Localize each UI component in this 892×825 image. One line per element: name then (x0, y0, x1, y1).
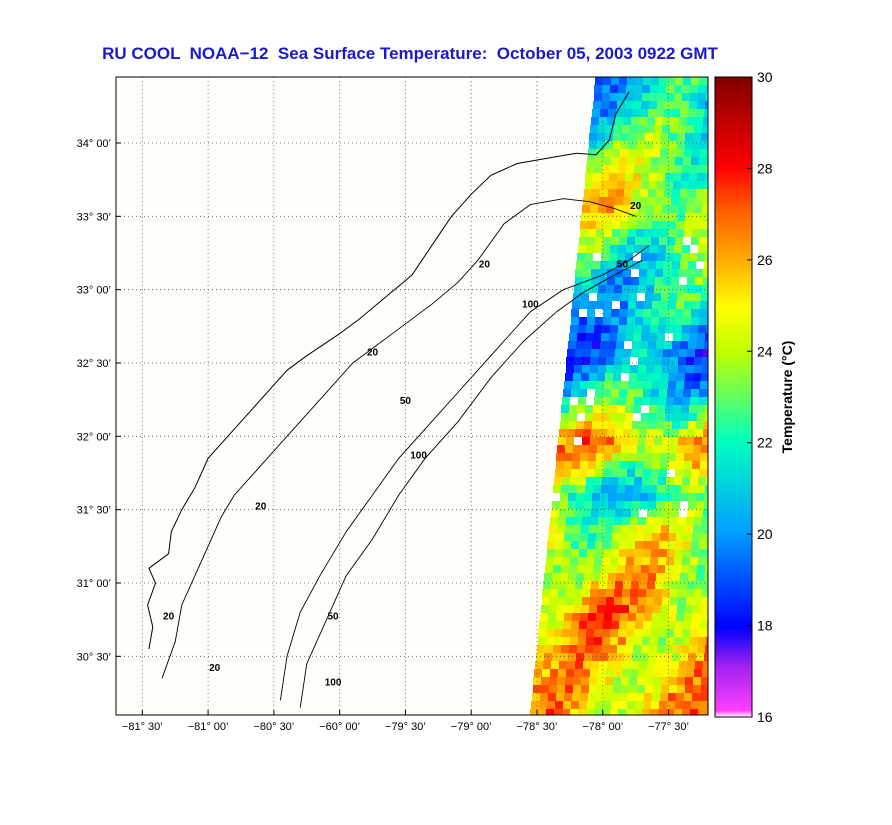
contour-label: 100 (522, 299, 539, 310)
contour-20m (161, 198, 636, 679)
sst-swath (530, 77, 708, 715)
contour-labels: 20 20 20 20 20 50 50 50 100 100 100 20 (163, 201, 642, 689)
contour-label: 50 (400, 396, 412, 407)
colorbar (714, 76, 753, 718)
latitude-tick-label: 33° 00’ (77, 285, 111, 297)
colorbar-tick-label: 22 (757, 435, 773, 451)
colorbar-tick-label: 16 (757, 709, 773, 725)
colorbar-tick-label: 30 (757, 69, 773, 85)
longitude-tick-label: −78° 30’ (517, 721, 558, 733)
longitude-tick-label: −79° 00’ (451, 721, 492, 733)
latitude-tick-label: 31° 30’ (77, 505, 111, 517)
colorbar-tick-label: 28 (757, 160, 773, 176)
colorbar-tick-label: 24 (757, 343, 773, 359)
contour-50m (279, 245, 650, 701)
longitude-tick-label: −79° 30’ (385, 721, 426, 733)
latitude-tick-label: 31° 00’ (77, 578, 111, 590)
graticule (116, 77, 708, 715)
map-title: RU COOL NOAA−12 Sea Surface Temperature:… (102, 44, 718, 63)
contour-label: 20 (367, 348, 379, 359)
contour-label: 100 (325, 678, 342, 689)
latitude-tick-label: 32° 30’ (77, 358, 111, 370)
contour-label: 50 (617, 260, 629, 271)
longitude-tick-label: −77° 30’ (648, 721, 689, 733)
latitude-tick-label: 34° 00’ (77, 138, 111, 150)
contour-label: 20 (209, 663, 221, 674)
coastline (147, 91, 630, 650)
latitude-tick-label: 33° 30’ (77, 211, 111, 223)
longitude-tick-label: −81° 30’ (122, 721, 163, 733)
latitude-tick-label: 30° 30’ (77, 651, 111, 663)
longitude-tick-label: −80° 30’ (253, 721, 294, 733)
longitude-axis: −81° 30’ −81° 00’ −80° 30’ −60° 00’ −79° 30’… (122, 710, 689, 733)
contour-label: 20 (255, 502, 267, 513)
latitude-axis: 34° 00’ 33° 30’ 33° 00’ 32° 30’ 32° 00’ 31° 3… (77, 138, 121, 663)
colorbar-tick-label: 20 (757, 526, 773, 542)
colorbar-ticks: 16 18 20 22 24 26 28 30 (747, 69, 773, 725)
colorbar-tick-label: 26 (757, 252, 773, 268)
bathymetry-contours (161, 198, 650, 708)
contour-label: 50 (328, 612, 340, 623)
colorbar-tick-label: 18 (757, 618, 773, 634)
contour-label: 20 (479, 260, 491, 271)
contour-label: 100 (410, 450, 427, 461)
longitude-tick-label: −60° 00’ (319, 721, 360, 733)
plot-frame (115, 76, 709, 716)
contour-label: 20 (630, 201, 642, 212)
colorbar-label: Temperature (°C) (779, 341, 795, 454)
contour-100m (299, 259, 643, 708)
longitude-tick-label: −81° 00’ (188, 721, 229, 733)
latitude-tick-label: 32° 00’ (77, 431, 111, 443)
contour-label: 20 (163, 612, 175, 623)
longitude-tick-label: −78° 00’ (582, 721, 623, 733)
